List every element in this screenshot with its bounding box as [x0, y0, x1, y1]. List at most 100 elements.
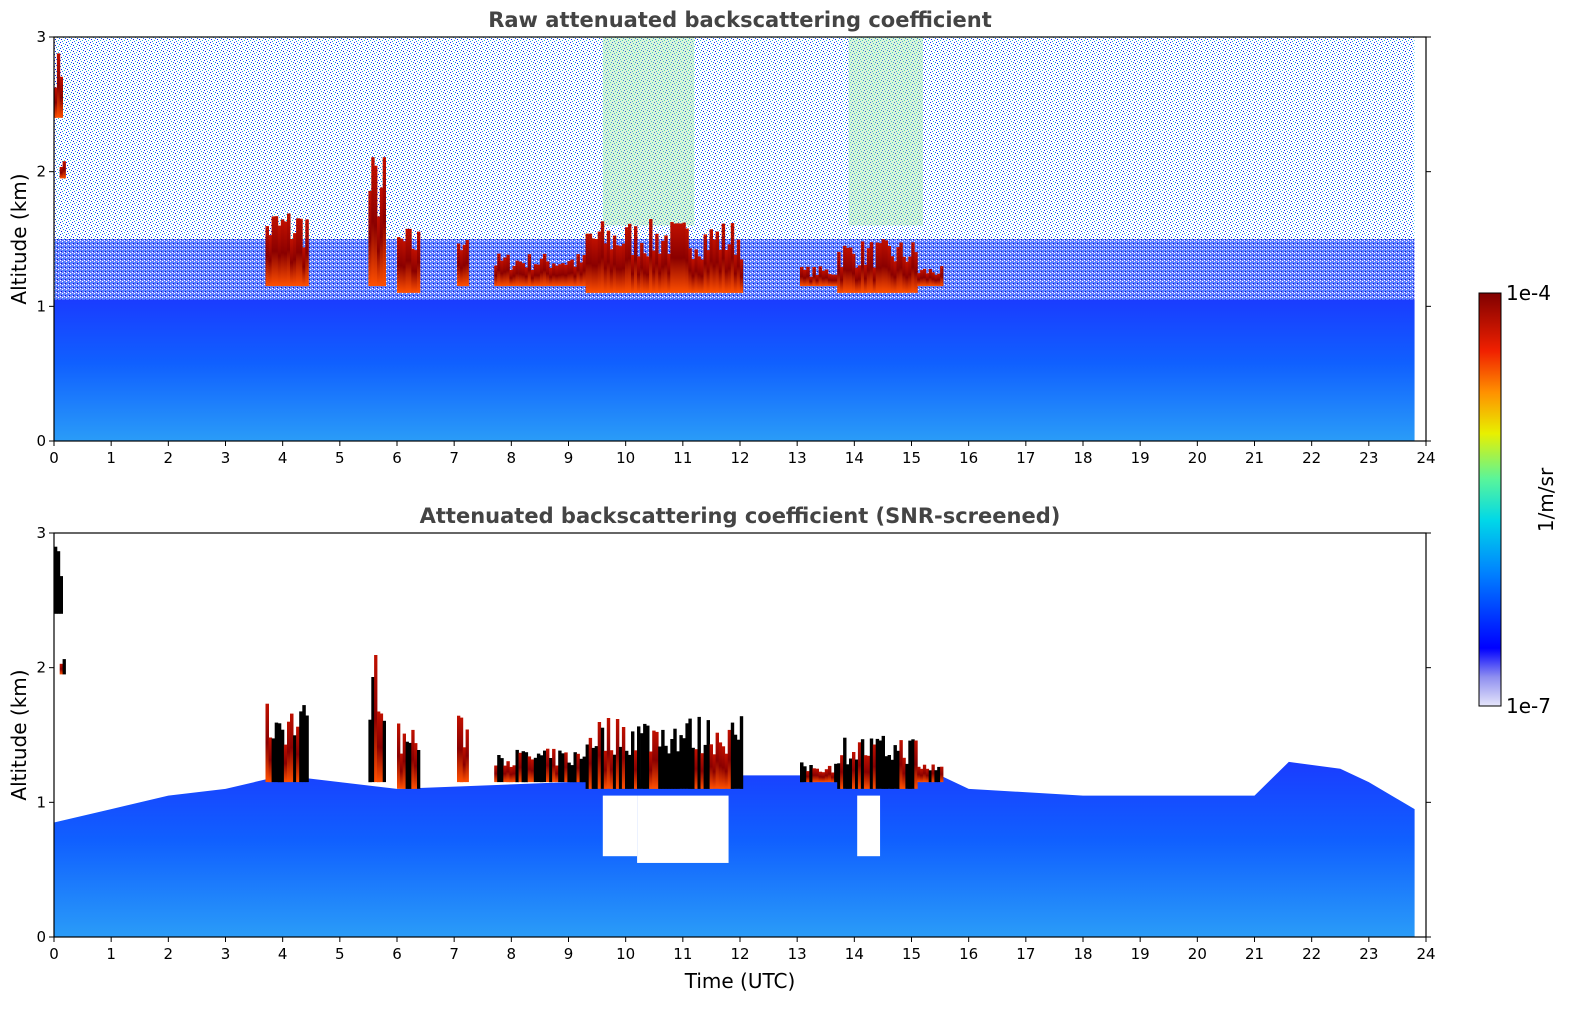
cloud-streak — [374, 165, 378, 287]
cloud-streak — [302, 247, 306, 287]
cloud-streak — [846, 764, 850, 789]
y-axis-label: Altitude (km) — [7, 173, 31, 304]
cloud-streak — [911, 739, 915, 789]
x-tick-label: 2 — [164, 945, 174, 963]
cloud-streak — [843, 245, 847, 293]
y-tick-label: 0 — [36, 432, 46, 450]
cloud-streak — [646, 256, 650, 293]
cloud-streak — [652, 730, 656, 789]
cloud-streak — [866, 248, 871, 293]
cloud-streak — [552, 263, 556, 287]
cloud-streak — [652, 250, 656, 293]
cloud-streak — [377, 216, 381, 287]
cloud-streak — [691, 747, 695, 789]
cloud-streak — [546, 261, 550, 287]
x-tick-label: 16 — [959, 945, 978, 963]
cloud-streak — [824, 769, 829, 783]
cloud-streak — [277, 225, 282, 287]
cloud-streak — [649, 751, 653, 789]
cloud-streak — [503, 257, 507, 287]
cloud-streak — [543, 253, 547, 287]
cloud-streak — [712, 239, 716, 293]
cloud-streak — [640, 733, 644, 789]
cloud-streak — [299, 218, 303, 287]
cloud-streak — [902, 256, 906, 293]
y-axis: 0 1 2 3 — [36, 524, 1431, 946]
panel-title: Attenuated backscattering coefficient (S… — [420, 504, 1061, 528]
cloud-streak — [806, 266, 810, 287]
cloud-streak — [576, 254, 580, 287]
cloud-streak — [271, 216, 276, 287]
cloud-streak — [603, 750, 608, 789]
cloud-streak — [280, 219, 285, 287]
cloud-streak — [411, 248, 415, 293]
cloud-streak — [709, 229, 713, 293]
cloud-streak — [727, 729, 732, 789]
cloud-streak — [570, 259, 574, 287]
cloud-streak — [271, 738, 276, 783]
cloud-streak — [866, 755, 871, 789]
screened-gap — [857, 795, 881, 857]
cloud-streak — [831, 772, 835, 783]
cloud-streak — [920, 270, 924, 287]
x-axis: 0 1 2 3 4 5 6 7 8 9 10 11 12 13 14 15 16 17 18 19 20 21 22 23 24 — [49, 937, 1436, 963]
cloud-streak — [911, 242, 915, 293]
cloud-streak — [417, 231, 421, 293]
x-tick-label: 7 — [449, 449, 459, 467]
cloud-streak — [612, 754, 617, 789]
cloud-streak — [521, 751, 525, 783]
cloud-streak — [685, 723, 689, 789]
cloud-streak — [588, 233, 593, 293]
cloud-streak — [518, 752, 522, 783]
cloud-streak — [934, 274, 938, 287]
cloud-streak — [457, 715, 461, 783]
boundary-layer — [54, 299, 1415, 441]
cloud-streak — [917, 766, 921, 783]
cloud-streak — [573, 266, 577, 287]
cloud-streak — [268, 737, 273, 783]
cloud-streak — [594, 239, 599, 293]
cloud-streak — [940, 266, 944, 287]
cloud-streak — [724, 753, 729, 789]
cloud-streak — [661, 729, 665, 789]
cloud-streak — [628, 223, 632, 293]
cloud-streak — [579, 758, 583, 783]
cloud-streak — [408, 742, 412, 789]
cloud-streak — [462, 747, 466, 783]
cloud-streak — [515, 749, 519, 783]
cloud-streak — [588, 737, 593, 789]
cloud-streak — [661, 240, 665, 293]
cloud-streak — [736, 739, 741, 789]
cloud-streak — [703, 744, 707, 789]
x-tick-label: 24 — [1416, 449, 1435, 467]
cloud-streak — [809, 276, 813, 287]
cloud-streak — [821, 772, 826, 783]
cloud-streak — [606, 230, 611, 293]
cloud-streak — [564, 264, 568, 287]
x-tick-label: 18 — [1073, 945, 1092, 963]
cloud-streak — [603, 243, 608, 293]
x-tick-label: 21 — [1245, 945, 1264, 963]
cloud-streak — [739, 716, 744, 789]
cloud-streak — [374, 655, 378, 783]
cloud-streak — [597, 231, 602, 293]
cloud-streak — [815, 275, 819, 287]
cloud-streak — [837, 251, 841, 293]
cloud-streak — [518, 261, 522, 287]
cloud-streak — [736, 239, 741, 293]
cloud-streak — [881, 239, 885, 293]
cloud-streak — [673, 728, 677, 789]
cloud-streak — [290, 239, 294, 287]
x-tick-label: 1 — [106, 449, 116, 467]
cloud-streak — [465, 729, 469, 783]
cloud-streak — [733, 254, 738, 293]
cloud-streak — [694, 749, 698, 789]
cloud-streak — [527, 254, 532, 287]
cloud-streak — [670, 739, 674, 789]
cloud-streak — [533, 264, 538, 287]
y-tick-label: 3 — [36, 28, 46, 46]
cloud-streak — [459, 717, 464, 783]
cloud-streak — [287, 721, 291, 783]
cloud-streak — [649, 219, 653, 293]
cloud-streak — [494, 265, 498, 287]
